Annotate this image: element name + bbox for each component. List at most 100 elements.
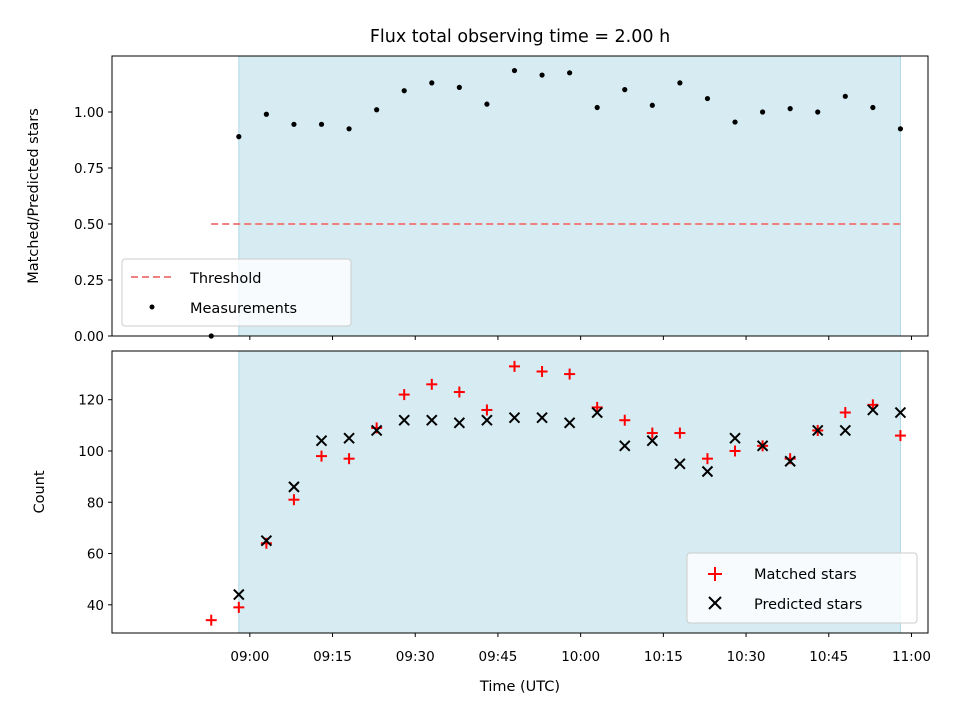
measurement-point bbox=[759, 109, 766, 115]
legend-matched-swatch bbox=[708, 567, 722, 581]
matched-star-point bbox=[729, 445, 741, 457]
matched-star-point bbox=[839, 407, 851, 419]
predicted-star-point bbox=[343, 432, 355, 444]
predicted-star-point bbox=[563, 417, 576, 429]
x-axis-ticks bbox=[249, 336, 912, 340]
measurement-point bbox=[677, 80, 683, 86]
matched-star-point bbox=[288, 494, 300, 506]
measurement-point bbox=[401, 88, 407, 94]
measurement-point bbox=[842, 93, 848, 99]
y-tick-label: 120 bbox=[78, 393, 104, 409]
matched-star-point bbox=[867, 399, 879, 411]
predicted-star-point bbox=[288, 481, 300, 493]
matched-star-point bbox=[894, 430, 906, 442]
matched-star-point bbox=[674, 427, 686, 439]
x-axis-ticks: 09:00 09:15 09:30 09:45 10:00 10:15 10:30 10:45… bbox=[230, 633, 931, 665]
measurements-series bbox=[208, 67, 904, 339]
matched-star-point bbox=[453, 386, 465, 398]
predicted-star-point bbox=[591, 406, 603, 419]
x-tick-label: 09:45 bbox=[478, 649, 517, 665]
measurement-point bbox=[263, 111, 269, 117]
measurement-point bbox=[539, 72, 545, 78]
bottom-panel: 40 60 80 100 120 09:00 09:15 09:30 09:45 10:00 10… bbox=[32, 350, 931, 695]
x-tick-label: 11:00 bbox=[892, 649, 931, 665]
top-panel: 0.00 0.25 0.50 0.75 1.00 Flux total observin… bbox=[26, 27, 929, 345]
legend-box bbox=[686, 552, 918, 624]
matched-star-point bbox=[426, 378, 438, 390]
y-tick-label: 40 bbox=[87, 598, 104, 614]
measurement-point bbox=[594, 104, 600, 111]
plot-frame bbox=[111, 350, 929, 634]
matched-star-point bbox=[481, 404, 493, 416]
matched-stars-series bbox=[205, 360, 906, 626]
y-tick-label: 60 bbox=[87, 547, 104, 563]
measurement-point bbox=[732, 119, 738, 125]
y-axis-ticks: 0.00 0.25 0.50 0.75 1.00 bbox=[74, 105, 112, 345]
y-tick-label: 1.00 bbox=[74, 105, 104, 121]
x-tick-label: 09:15 bbox=[313, 649, 352, 665]
x-tick-label: 10:15 bbox=[644, 649, 683, 665]
legend: Threshold Measurements bbox=[121, 258, 352, 327]
predicted-star-point bbox=[481, 414, 493, 426]
measurement-point bbox=[567, 70, 573, 76]
predicted-star-point bbox=[894, 406, 907, 419]
legend-label-predicted: Predicted stars bbox=[754, 597, 862, 613]
predicted-stars-series bbox=[233, 404, 907, 601]
legend-predicted-swatch bbox=[708, 596, 722, 610]
measurement-point bbox=[291, 121, 297, 127]
predicted-star-point bbox=[508, 411, 521, 424]
x-tick-label: 10:45 bbox=[809, 649, 848, 665]
legend-label-measurements: Measurements bbox=[190, 301, 297, 317]
predicted-star-point bbox=[867, 404, 879, 416]
matched-star-point bbox=[701, 453, 713, 465]
matched-star-point bbox=[564, 368, 576, 380]
predicted-star-point bbox=[784, 455, 796, 467]
y-tick-label: 0.75 bbox=[74, 161, 104, 177]
x-tick-label: 10:00 bbox=[561, 649, 600, 665]
matched-star-point bbox=[205, 614, 217, 626]
predicted-star-point bbox=[426, 414, 438, 426]
matched-star-point bbox=[619, 414, 631, 426]
predicted-star-point bbox=[398, 414, 410, 426]
measurement-point bbox=[346, 126, 352, 132]
y-tick-label: 0.25 bbox=[74, 273, 104, 289]
x-tick-label: 09:30 bbox=[396, 649, 435, 665]
matched-star-point bbox=[233, 601, 245, 613]
predicted-star-point bbox=[812, 424, 824, 437]
chart-title: Flux total observing time = 2.00 h bbox=[370, 27, 670, 47]
measurement-point bbox=[236, 134, 242, 140]
measurement-point bbox=[870, 104, 876, 111]
measurement-point bbox=[704, 95, 711, 102]
predicted-star-point bbox=[674, 458, 686, 470]
y-tick-label: 100 bbox=[78, 444, 104, 460]
matched-star-point bbox=[591, 401, 603, 413]
predicted-star-point bbox=[536, 411, 548, 424]
legend-measurements-swatch bbox=[149, 304, 155, 310]
predicted-star-point bbox=[233, 588, 245, 601]
measurement-point bbox=[484, 101, 490, 107]
matched-star-point bbox=[398, 389, 410, 401]
y-tick-label: 0.50 bbox=[74, 217, 104, 233]
y-tick-label: 0.00 bbox=[74, 329, 104, 345]
legend-label-matched: Matched stars bbox=[754, 567, 857, 583]
measurement-point bbox=[318, 121, 325, 127]
y-axis-label: Count bbox=[32, 470, 48, 513]
matched-star-point bbox=[646, 427, 658, 439]
predicted-star-point bbox=[370, 424, 383, 437]
x-tick-label: 09:00 bbox=[230, 649, 269, 665]
measurement-point bbox=[897, 126, 904, 132]
predicted-star-point bbox=[756, 440, 769, 452]
measurement-point bbox=[374, 107, 380, 113]
measurement-point bbox=[456, 84, 462, 90]
predicted-star-point bbox=[839, 424, 852, 437]
predicted-star-point bbox=[260, 535, 273, 547]
measurement-point bbox=[815, 109, 821, 115]
legend: Matched stars Predicted stars bbox=[686, 552, 918, 624]
measurement-point bbox=[429, 80, 435, 86]
predicted-star-point bbox=[453, 417, 466, 429]
legend-box bbox=[121, 258, 352, 327]
predicted-star-point bbox=[619, 440, 631, 452]
predicted-star-point bbox=[701, 465, 714, 478]
predicted-star-point bbox=[729, 432, 741, 444]
